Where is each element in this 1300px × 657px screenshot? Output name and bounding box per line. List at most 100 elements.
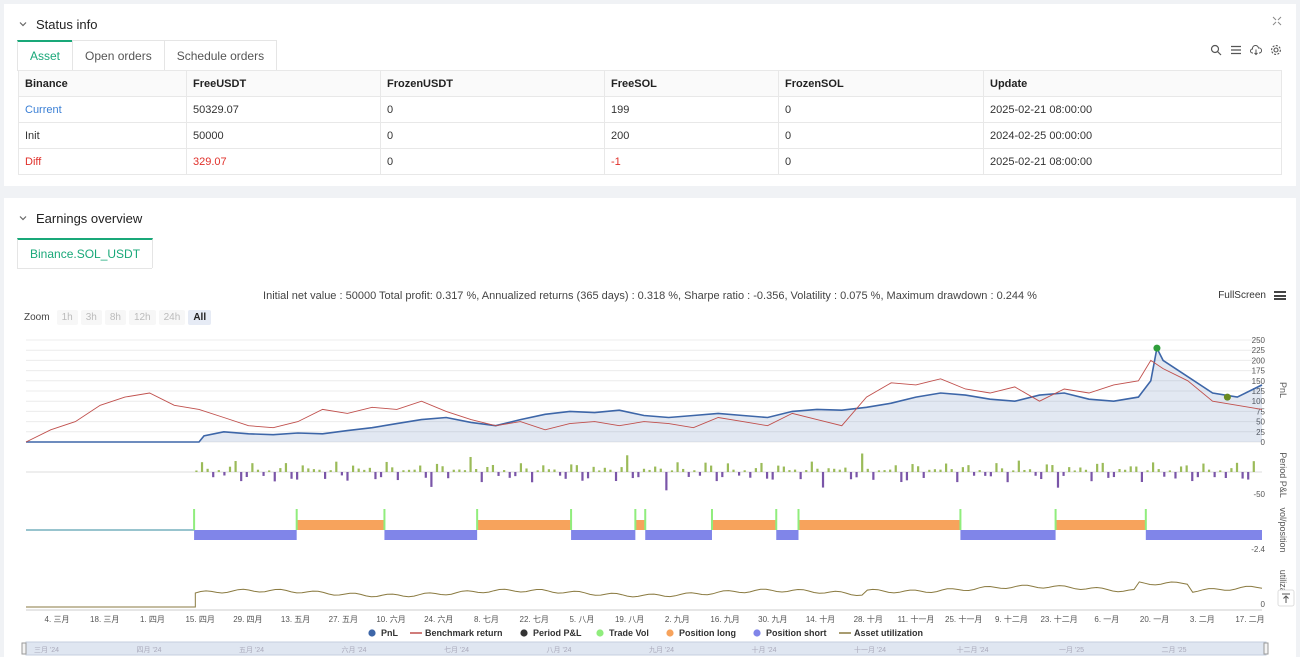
- x-tick-label: 6. 一月: [1094, 615, 1119, 624]
- cell-label[interactable]: Current: [18, 96, 187, 123]
- period-pnl-bar: [290, 472, 293, 479]
- period-pnl-bar: [620, 467, 623, 472]
- gear-icon[interactable]: [1270, 44, 1282, 56]
- period-pnl-bar: [385, 461, 388, 472]
- collapse-icon[interactable]: [1272, 16, 1282, 29]
- period-pnl-bar: [760, 462, 763, 472]
- period-pnl-bar: [1107, 472, 1110, 478]
- period-pnl-bar: [1101, 462, 1104, 472]
- period-pnl-bar: [206, 468, 209, 472]
- period-pnl-bar: [989, 472, 992, 477]
- zoom-controls: Zoom 1h 3h 8h 12h 24h All: [24, 310, 212, 325]
- period-pnl-bar: [861, 453, 864, 472]
- period-pnl-bar: [967, 465, 970, 472]
- period-pnl-bar: [788, 470, 791, 472]
- period-pnl-bar: [939, 469, 942, 472]
- tab-asset[interactable]: Asset: [17, 40, 74, 70]
- navigator-label: 十二月 '24: [957, 645, 989, 654]
- period-pnl-bar: [447, 472, 450, 479]
- cell: 2025-02-21 08:00:00: [983, 96, 1282, 123]
- period-pnl-bar: [654, 466, 657, 472]
- period-pnl-bar: [1241, 472, 1244, 479]
- period-pnl-bar: [1124, 469, 1127, 472]
- period-pnl-bar: [228, 466, 232, 472]
- x-tick-label: 28. 十月: [854, 614, 883, 624]
- period-pnl-bar: [950, 469, 953, 472]
- tab-binance-sol-usdt[interactable]: Binance.SOL_USDT: [17, 238, 154, 268]
- fullscreen-control[interactable]: FullScreen: [1218, 290, 1286, 301]
- status-info-header[interactable]: Status info: [18, 14, 97, 34]
- period-pnl-bar: [944, 463, 948, 472]
- position-long-bar: [477, 520, 572, 530]
- period-pnl-bar: [491, 464, 495, 472]
- y-tick-label: -50: [1253, 490, 1265, 499]
- x-tick-label: 30. 九月: [758, 615, 787, 624]
- zoom-3h-button[interactable]: 3h: [80, 310, 102, 325]
- tab-schedule-orders[interactable]: Schedule orders: [163, 40, 278, 70]
- menu-icon[interactable]: [1274, 291, 1286, 300]
- period-pnl-bar: [676, 462, 679, 472]
- legend-item: Position short: [766, 628, 827, 638]
- period-pnl-bar: [519, 463, 523, 472]
- period-pnl-bar: [905, 472, 909, 481]
- cell: -1: [604, 148, 779, 175]
- period-pnl-bar: [922, 472, 925, 478]
- chevron-down-icon[interactable]: [18, 19, 28, 29]
- period-pnl-bar: [710, 465, 713, 472]
- pnl-area: [26, 348, 1262, 442]
- period-pnl-bar: [732, 469, 735, 472]
- pane-label-utilization: utiliza...: [1278, 570, 1288, 601]
- period-pnl-bar: [849, 472, 853, 480]
- period-pnl-bar: [631, 472, 634, 479]
- chevron-down-icon[interactable]: [18, 213, 28, 223]
- zoom-24h-button[interactable]: 24h: [158, 310, 186, 325]
- zoom-12h-button[interactable]: 12h: [128, 310, 156, 325]
- period-pnl-bar: [670, 470, 674, 472]
- period-pnl-bar: [754, 468, 757, 472]
- period-pnl-bar: [1252, 461, 1255, 472]
- period-pnl-bar: [1174, 472, 1177, 479]
- utilization-line: [26, 581, 1263, 608]
- period-pnl-bar: [687, 472, 690, 477]
- zoom-8h-button[interactable]: 8h: [104, 310, 126, 325]
- cell: 2024-02-25 00:00:00: [983, 122, 1282, 149]
- period-pnl-bar: [1017, 460, 1020, 472]
- period-pnl-bar: [614, 472, 618, 482]
- trade-vol-bar: [193, 509, 196, 530]
- period-pnl-bar: [296, 472, 299, 480]
- table-tools: [1210, 44, 1282, 56]
- period-pnl-bar: [379, 472, 383, 478]
- x-tick-label: 8. 七月: [474, 615, 499, 624]
- period-pnl-bar: [497, 472, 500, 476]
- cell: 199: [604, 96, 779, 123]
- trade-vol-bar: [295, 509, 298, 530]
- period-pnl-bar: [1191, 472, 1194, 482]
- period-pnl-bar: [900, 472, 903, 483]
- zoom-1h-button[interactable]: 1h: [56, 310, 78, 325]
- position-long-bar: [711, 520, 777, 530]
- period-pnl-bar: [475, 469, 478, 472]
- fullscreen-label[interactable]: FullScreen: [1218, 290, 1266, 301]
- period-pnl-bar: [749, 472, 752, 478]
- period-pnl-bar: [564, 472, 567, 479]
- period-pnl-bar: [284, 463, 288, 472]
- period-pnl-bar: [659, 468, 662, 472]
- period-pnl-bar: [1034, 472, 1037, 476]
- table-row: Diff 329.07 0 -1 0 2025-02-21 08:00:00: [18, 148, 1282, 175]
- period-pnl-bar: [665, 472, 668, 491]
- y-tick-label: 175: [1252, 367, 1266, 376]
- x-tick-label: 20. 一月: [1140, 615, 1169, 624]
- x-tick-label: 3. 二月: [1190, 615, 1215, 624]
- zoom-all-button[interactable]: All: [188, 310, 212, 325]
- period-pnl-bar: [1062, 472, 1065, 476]
- x-tick-label: 24. 六月: [424, 614, 453, 624]
- period-pnl-bar: [995, 463, 998, 472]
- earnings-overview-header[interactable]: Earnings overview: [18, 208, 142, 228]
- period-pnl-bar: [1140, 472, 1144, 482]
- list-icon[interactable]: [1230, 44, 1242, 56]
- trade-vol-bar: [383, 509, 386, 530]
- cloud-download-icon[interactable]: [1250, 44, 1262, 56]
- search-icon[interactable]: [1210, 44, 1222, 56]
- period-pnl-bar: [430, 472, 433, 487]
- navigator-label: 九月 '24: [649, 645, 674, 654]
